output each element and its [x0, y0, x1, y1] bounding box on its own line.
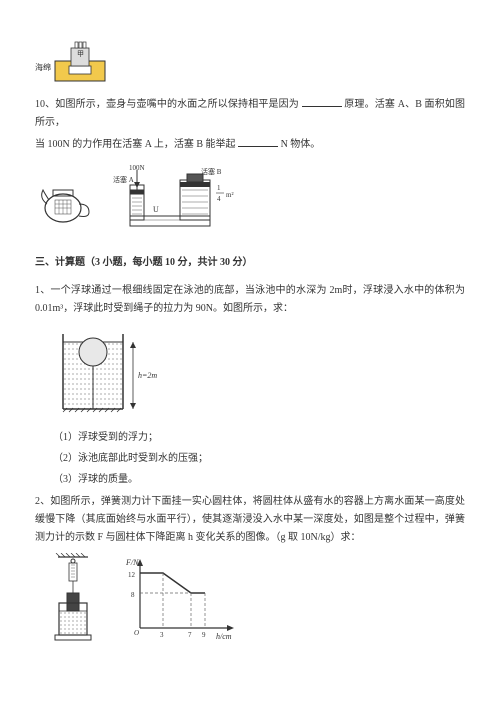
q3-2-text: 2、如图所示，弹簧测力计下面挂一实心圆柱体，将圆柱体从盛有水的容器上方离水面某一…: [35, 493, 465, 547]
label-piston-b: 活塞 B: [201, 167, 222, 176]
q3-1-sub2: （2）泳池底部此时受到水的压强；: [53, 450, 465, 468]
q10-text: 10、如图所示，壶身与壶嘴中的水面之所以保持相平是因为 原理。活塞 A、B 面积…: [35, 96, 465, 132]
cylinder-svg: [53, 553, 108, 643]
depth-label: h=2m: [138, 371, 157, 380]
q3-1-figure: h=2m: [53, 324, 465, 419]
q10-blank2: [238, 137, 278, 147]
svg-text:8: 8: [131, 591, 135, 599]
hydraulic-svg: 100N 活塞 A 活塞 B U 1 4 m²: [35, 160, 275, 240]
label-100n: 100N: [129, 164, 145, 172]
q10-sponge-figure: 甲 海绵: [35, 36, 465, 86]
q10-text2: 当 100N 的力作用在活塞 A 上，活塞 B 能举起 N 物体。: [35, 136, 465, 154]
q10-blank1: [302, 97, 342, 107]
svg-text:m²: m²: [226, 191, 234, 199]
q10-part4: N 物体。: [281, 139, 321, 150]
q10-part3: 当 100N 的力作用在活塞 A 上，活塞 B 能举起: [35, 139, 236, 150]
fh-chart: F/N h/cm O 12 8 3 7 9: [120, 553, 240, 643]
svg-text:9: 9: [202, 631, 206, 639]
sponge-svg: 甲 海绵: [35, 36, 115, 86]
svg-text:7: 7: [188, 631, 192, 639]
q3-1-sub1: （1）浮球受到的浮力；: [53, 429, 465, 447]
svg-text:4: 4: [217, 195, 221, 203]
label-piston-a: 活塞 A: [113, 175, 134, 184]
q3-2-figure: F/N h/cm O 12 8 3 7 9: [53, 553, 465, 643]
q10-hydraulic-figure: 100N 活塞 A 活塞 B U 1 4 m²: [35, 160, 465, 240]
label-jia: 甲: [77, 50, 84, 58]
section3-title: 三、计算题（3 小题，每小题 10 分，共计 30 分）: [35, 254, 465, 272]
q10-part1: 10、如图所示，壶身与壶嘴中的水面之所以保持相平是因为: [35, 99, 299, 110]
svg-text:12: 12: [128, 571, 136, 579]
svg-text:1: 1: [217, 184, 221, 192]
label-sponge: 海绵: [35, 62, 51, 72]
label-u: U: [153, 205, 159, 214]
xlabel: h/cm: [216, 632, 232, 641]
svg-text:O: O: [134, 629, 139, 637]
q3-1-text: 1、一个浮球通过一根细线固定在泳池的底部，当泳池中的水深为 2m时，浮球浸入水中…: [35, 282, 465, 318]
buoy-svg: h=2m: [53, 324, 163, 419]
svg-text:3: 3: [160, 631, 164, 639]
q3-1-sub3: （3）浮球的质量。: [53, 471, 465, 489]
ylabel: F/N: [125, 558, 139, 567]
